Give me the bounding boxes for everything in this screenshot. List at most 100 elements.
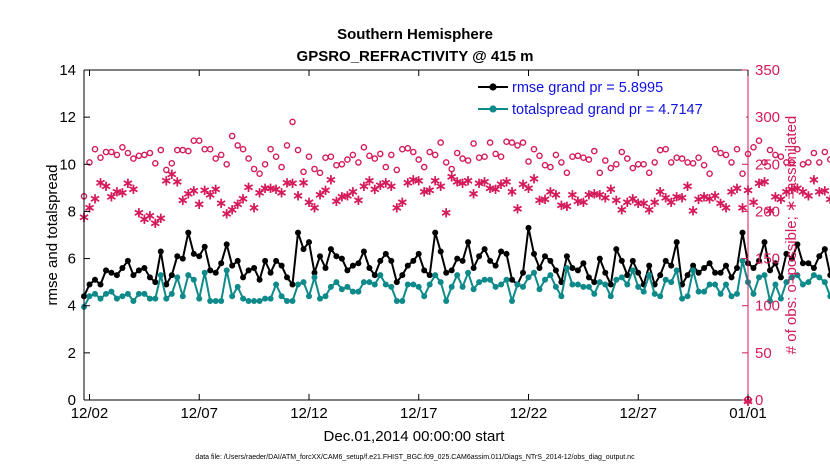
obs-assimilated-point-76: ∗ xyxy=(495,175,508,193)
obs-possible-point-129 xyxy=(788,159,796,166)
series-point-rmse-115 xyxy=(712,269,719,276)
series-point-rmse-116 xyxy=(717,269,724,276)
obs-possible-point-113 xyxy=(700,161,708,169)
obs-possible-point-23 xyxy=(206,145,214,153)
series-point-rmse-20 xyxy=(190,250,197,257)
obs-assimilated-point-88: ∗ xyxy=(561,197,574,215)
series-point-rmse-133 xyxy=(810,265,817,271)
obs-assimilated-point-51: ∗ xyxy=(358,177,371,195)
obs-possible-point-130 xyxy=(794,145,801,153)
obs-possible-point-95 xyxy=(602,157,609,164)
obs-assimilated-point-119: ∗ xyxy=(731,179,744,197)
obs-assimilated-point-104: ∗ xyxy=(648,193,661,211)
series-point-spread-8 xyxy=(124,290,131,297)
obs-assimilated-point-17: ∗ xyxy=(171,172,184,190)
series-point-rmse-40 xyxy=(300,246,307,253)
series-point-spread-78 xyxy=(509,298,515,304)
obs-assimilated-point-107: ∗ xyxy=(665,193,678,211)
obs-assimilated-point-84: ∗ xyxy=(539,190,552,208)
series-point-rmse-36 xyxy=(278,262,285,269)
obs-assimilated-point-74: ∗ xyxy=(484,179,497,197)
obs-possible-point-65 xyxy=(437,139,445,146)
obs-assimilated-point-97: ∗ xyxy=(610,191,623,209)
obs-assimilated-point-128: ∗ xyxy=(780,183,793,201)
obs-assimilated-point-73: ∗ xyxy=(478,172,491,190)
obs-assimilated-point-59: ∗ xyxy=(402,173,415,191)
obs-assimilated-point-134: ∗ xyxy=(813,183,826,201)
obs-assimilated-point-75: ∗ xyxy=(489,180,502,198)
series-point-spread-27 xyxy=(229,293,236,300)
obs-possible-point-78 xyxy=(508,139,516,146)
obs-possible-point-3 xyxy=(97,154,104,161)
obs-assimilated-point-9: ∗ xyxy=(127,180,140,198)
series-point-spread-123 xyxy=(756,274,762,281)
obs-assimilated-point-69: ∗ xyxy=(456,174,469,192)
obs-possible-point-62 xyxy=(420,163,428,171)
series-point-rmse-59 xyxy=(404,262,411,269)
obs-assimilated-point-122: ∗ xyxy=(747,193,760,211)
series-point-rmse-132 xyxy=(805,260,812,267)
obs-possible-point-64 xyxy=(431,151,439,159)
obs-possible-point-81 xyxy=(525,158,532,165)
obs-possible-point-26 xyxy=(223,160,230,168)
series-point-rmse-106 xyxy=(662,257,669,264)
obs-possible-point-83 xyxy=(536,152,543,160)
series-point-spread-75 xyxy=(492,283,499,290)
obs-possible-point-43 xyxy=(316,169,324,177)
obs-possible-point-12 xyxy=(146,149,154,157)
obs-possible-point-87 xyxy=(558,159,565,166)
series-point-rmse-119 xyxy=(734,265,740,271)
obs-possible-point-97 xyxy=(613,160,620,168)
series-point-spread-98 xyxy=(618,274,625,281)
series-point-rmse-88 xyxy=(563,253,570,260)
y-tick-label-5: 10 xyxy=(59,156,76,173)
obs-assimilated-point-55: ∗ xyxy=(380,173,393,191)
series-point-spread-14 xyxy=(157,272,164,279)
obs-assimilated-point-18: ∗ xyxy=(177,191,190,209)
series-point-rmse-48 xyxy=(344,267,351,274)
series-point-rmse-73 xyxy=(481,246,488,253)
obs-possible-point-11 xyxy=(141,151,148,159)
series-point-spread-57 xyxy=(393,298,400,304)
obs-possible-point-98 xyxy=(618,148,626,156)
obs-assimilated-point-130: ∗ xyxy=(791,179,804,197)
series-point-rmse-18 xyxy=(179,255,186,262)
series-point-rmse-13 xyxy=(152,279,159,286)
series-point-spread-86 xyxy=(552,283,559,290)
obs-possible-point-131 xyxy=(799,160,807,168)
obs-possible-point-1 xyxy=(86,159,93,166)
obs-assimilated-point-63: ∗ xyxy=(423,181,436,199)
series-point-rmse-7 xyxy=(119,265,126,271)
obs-assimilated-point-66: ∗ xyxy=(440,203,453,221)
series-point-rmse-3 xyxy=(97,281,104,288)
obs-assimilated-end-marker: ∗ xyxy=(742,392,755,410)
obs-possible-point-80 xyxy=(519,139,527,146)
series-point-rmse-55 xyxy=(382,250,389,257)
obs-possible-point-111 xyxy=(689,159,697,167)
series-point-rmse-14 xyxy=(157,248,164,255)
series-point-spread-91 xyxy=(580,283,587,290)
series-point-spread-87 xyxy=(558,293,565,300)
series-point-spread-15 xyxy=(163,295,170,302)
series-point-spread-68 xyxy=(454,272,461,279)
obs-assimilated-point-117: ∗ xyxy=(720,199,733,217)
obs-possible-point-63 xyxy=(426,148,434,156)
obs-assimilated-point-6: ∗ xyxy=(111,183,124,201)
series-point-spread-64 xyxy=(432,272,439,279)
obs-possible-point-34 xyxy=(267,145,274,153)
series-point-rmse-114 xyxy=(706,260,713,267)
series-point-rmse-66 xyxy=(443,269,450,276)
series-point-spread-125 xyxy=(767,298,773,304)
obs-assimilated-point-27: ∗ xyxy=(226,201,239,219)
obs-possible-point-33 xyxy=(261,160,269,168)
series-point-rmse-35 xyxy=(273,257,280,264)
series-point-rmse-5 xyxy=(108,269,115,276)
series-point-rmse-12 xyxy=(146,274,153,281)
series-point-rmse-125 xyxy=(767,267,773,274)
obs-assimilated-point-96: ∗ xyxy=(605,180,618,198)
series-point-rmse-56 xyxy=(388,257,395,264)
obs-possible-point-86 xyxy=(552,151,560,159)
obs-assimilated-point-116: ∗ xyxy=(714,194,727,212)
obs-possible-point-133 xyxy=(810,149,818,157)
series-point-rmse-28 xyxy=(234,257,241,264)
